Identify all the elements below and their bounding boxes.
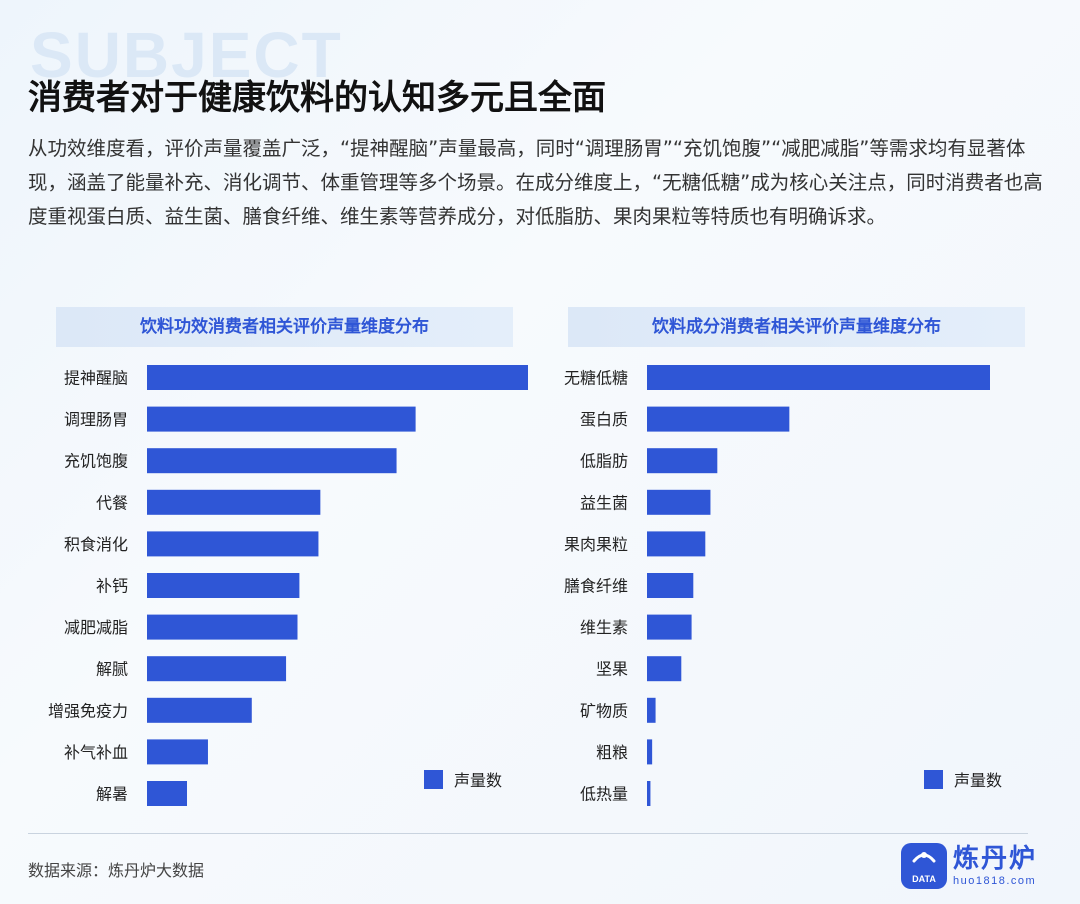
efficacy-bar: [147, 573, 300, 598]
ingredient-category-label: 低脂肪: [580, 452, 628, 471]
brand-logo: DATA 炼丹炉 huo1818.com: [901, 840, 1037, 892]
efficacy-bar: [147, 448, 397, 474]
logo-name: 炼丹炉: [953, 844, 1038, 874]
efficacy-category-label: 解腻: [96, 660, 128, 679]
ingredient-category-label: 维生素: [580, 618, 628, 637]
ingredient-category-label: 低热量: [580, 785, 628, 804]
page-title: 消费者对于健康饮料的认知多元且全面: [28, 78, 606, 118]
ingredient-legend-swatch: [924, 770, 943, 789]
ingredient-category-label: 矿物质: [580, 701, 628, 720]
efficacy-bar: [147, 365, 528, 390]
ingredient-category-label: 粗粮: [596, 743, 628, 762]
efficacy-bar: [147, 781, 188, 806]
ingredient-category-label: 蛋白质: [580, 410, 628, 429]
efficacy-category-label: 减肥减脂: [64, 618, 128, 637]
efficacy-category-label: 提神醒脑: [64, 369, 128, 388]
logo-badge-icon: DATA: [901, 843, 947, 889]
ingredient-category-label: 益生菌: [580, 493, 628, 512]
ingredient-category-label: 无糖低糖: [564, 369, 628, 388]
logo-badge-text: DATA: [912, 874, 936, 884]
ingredient-bar: [647, 739, 653, 765]
efficacy-category-label: 代餐: [96, 493, 128, 512]
efficacy-category-label: 解暑: [96, 785, 128, 804]
logo-url: huo1818.com: [953, 875, 1037, 887]
data-source: 数据来源：炼丹炉大数据: [28, 861, 205, 880]
ingredient-legend-label: 声量数: [954, 771, 1002, 790]
ingredient-category-label: 果肉果粒: [564, 535, 628, 554]
efficacy-category-label: 补钙: [96, 577, 128, 596]
ingredient-bar: [647, 573, 694, 598]
ingredient-bar: [647, 614, 692, 640]
ingredient-bar: [647, 365, 990, 390]
ingredient-bar: [647, 448, 718, 474]
efficacy-category-label: 调理肠胃: [64, 410, 128, 429]
page-description: 从功效维度看，评价声量覆盖广泛，“提神醒脑”声量最高，同时“调理肠胃”“充饥饱腹…: [28, 137, 1043, 228]
ingredient-category-label: 膳食纤维: [564, 577, 628, 596]
efficacy-category-label: 充饥饱腹: [64, 452, 128, 471]
ingredient-bar: [647, 781, 651, 806]
ingredient-bar: [647, 697, 656, 723]
efficacy-bar: [147, 614, 298, 640]
ingredient-bar: [647, 406, 790, 432]
ingredient-category-label: 坚果: [596, 660, 628, 679]
chart-title-efficacy: 饮料功效消费者相关评价声量维度分布: [56, 307, 513, 347]
ingredient-bar: [647, 531, 706, 557]
chart-title-ingredients: 饮料成分消费者相关评价声量维度分布: [568, 307, 1025, 347]
ingredient-bar: [647, 489, 711, 515]
efficacy-bar: [147, 406, 416, 432]
efficacy-bar: [147, 489, 321, 515]
efficacy-category-label: 积食消化: [64, 535, 128, 554]
background-watermark-word: SUBJECT: [30, 19, 343, 91]
footer-divider: [28, 833, 1028, 834]
efficacy-legend-swatch: [424, 770, 443, 789]
efficacy-legend-label: 声量数: [454, 771, 502, 790]
efficacy-bar: [147, 531, 319, 557]
ingredient-bar: [647, 656, 682, 682]
efficacy-category-label: 增强免疫力: [48, 701, 128, 720]
efficacy-category-label: 补气补血: [64, 743, 128, 762]
efficacy-bar: [147, 656, 287, 682]
efficacy-bar: [147, 739, 208, 765]
efficacy-bar: [147, 697, 252, 723]
